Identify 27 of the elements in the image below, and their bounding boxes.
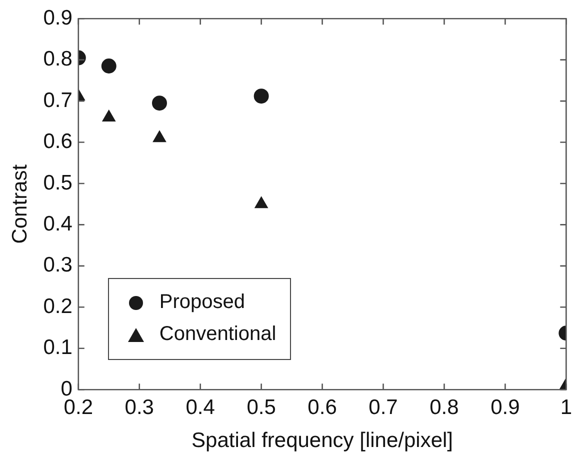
y-axis-title: Contrast: [8, 164, 32, 244]
x-tick-label: 0.6: [308, 396, 337, 419]
point: [254, 196, 268, 208]
legend-label: Proposed: [159, 291, 246, 314]
y-tick-label: 0.3: [43, 254, 72, 277]
y-tick-label: 0.4: [43, 212, 73, 236]
x-tick-label: 0.5: [246, 396, 276, 419]
x-tick-label: 0.7: [368, 396, 398, 419]
y-tick-label: 0.7: [43, 88, 72, 112]
y-tick-label: 0.8: [43, 48, 72, 71]
point: [254, 88, 269, 104]
x-tick-label: 0.9: [490, 396, 520, 419]
legend-label: Conventional: [159, 323, 276, 346]
x-tick-label: 0.4: [186, 396, 216, 419]
x-tick-label: 1: [560, 396, 572, 419]
y-tick-label: 0.9: [43, 6, 72, 30]
x-axis-title: Spatial frequency [line/pixel]: [192, 429, 454, 452]
x-tick-label: 0.8: [430, 396, 459, 419]
point: [102, 110, 116, 122]
y-tick-label: 0.2: [43, 294, 72, 318]
point: [152, 130, 166, 142]
y-tick-label: 0.1: [43, 336, 72, 360]
x-tick-label: 0.3: [124, 396, 154, 419]
point: [101, 58, 116, 74]
point: [152, 96, 167, 111]
y-tick-label: 0.5: [43, 171, 72, 194]
y-tick-label: 0.6: [43, 130, 72, 154]
